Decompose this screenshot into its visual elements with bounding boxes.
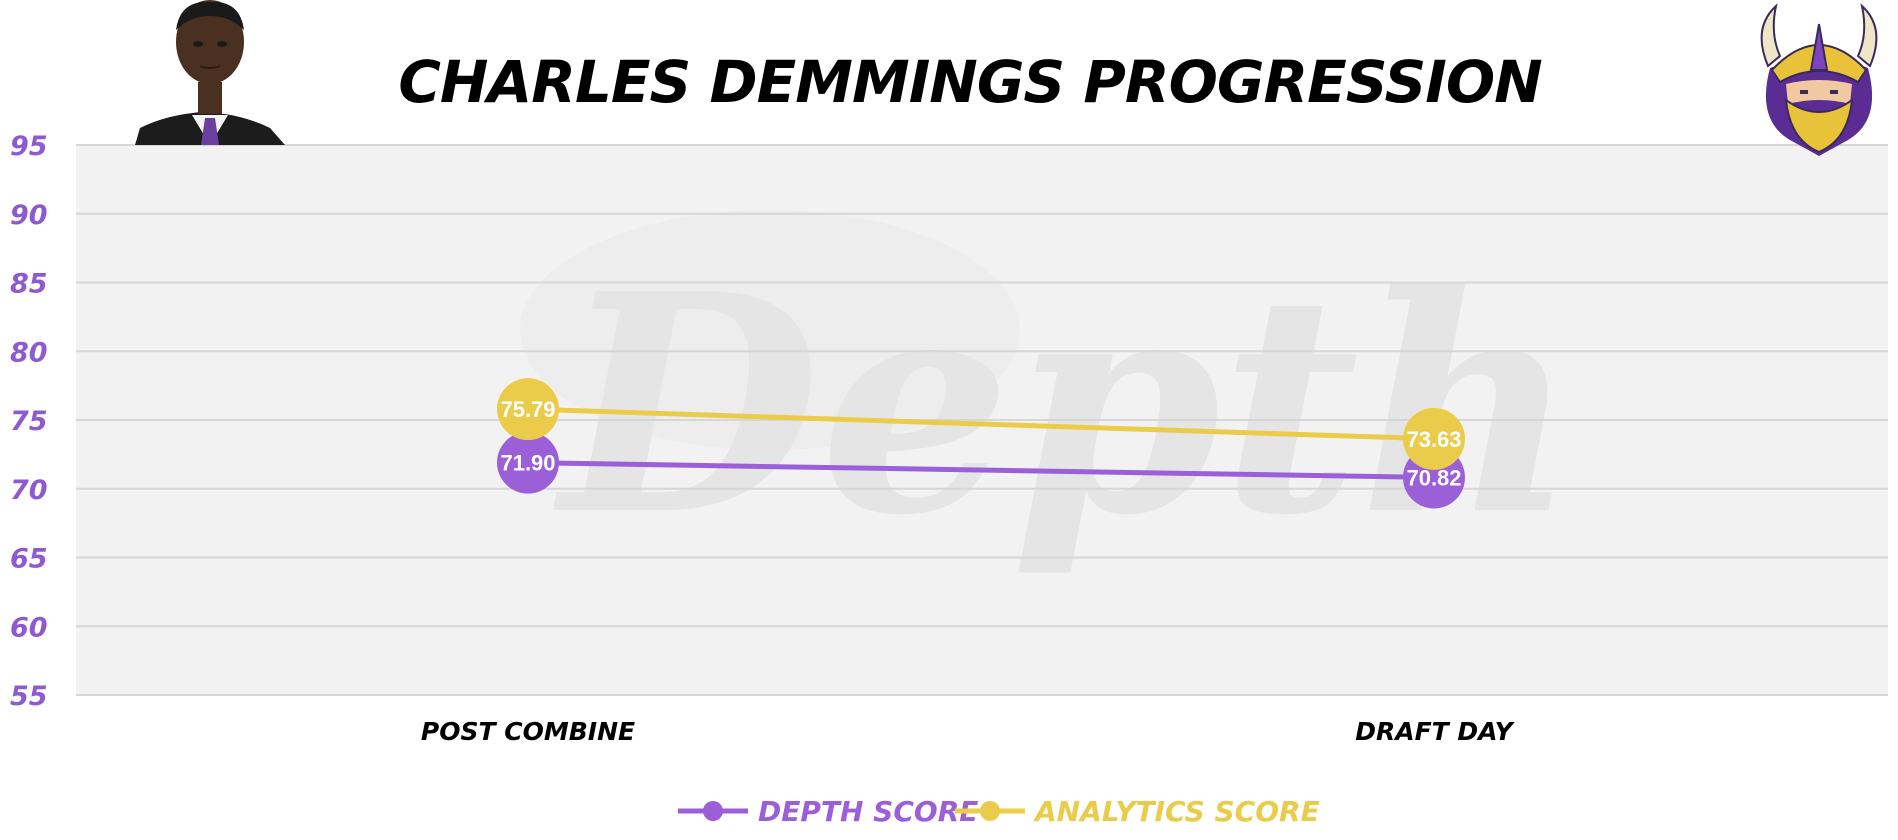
player-photo bbox=[135, 0, 285, 145]
data-point bbox=[497, 431, 559, 494]
y-tick-label: 70 bbox=[10, 475, 48, 506]
data-point bbox=[1403, 407, 1465, 470]
y-tick-label: 60 bbox=[10, 612, 48, 643]
y-tick-label: 95 bbox=[10, 131, 48, 162]
legend-label-depth: DEPTH SCORE bbox=[758, 795, 978, 828]
legend-item-depth: DEPTH SCORE bbox=[678, 795, 978, 828]
legend-item-analytics: ANALYTICS SCORE bbox=[955, 795, 1320, 828]
y-tick-label: 80 bbox=[10, 337, 48, 368]
legend: DEPTH SCORE ANALYTICS SCORE bbox=[678, 795, 1320, 828]
y-tick-label: 75 bbox=[10, 406, 48, 437]
data-point bbox=[497, 378, 559, 441]
data-label: 73.63 bbox=[1406, 427, 1461, 452]
chart-title: CHARLES DEMMINGS PROGRESSION bbox=[398, 48, 1542, 116]
data-label: 71.90 bbox=[500, 451, 555, 476]
svg-text:Depth: Depth bbox=[551, 228, 1578, 581]
legend-label-analytics: ANALYTICS SCORE bbox=[1033, 795, 1320, 828]
y-tick-label: 55 bbox=[10, 681, 48, 712]
x-tick-label: DRAFT DAY bbox=[1355, 717, 1515, 746]
y-tick-label: 85 bbox=[10, 269, 48, 300]
x-tick-label: POST COMBINE bbox=[421, 717, 635, 746]
depth-watermark: Depth bbox=[520, 210, 1577, 581]
grid-lines bbox=[76, 144, 1888, 696]
y-axis: 95 90 85 80 75 70 65 60 55 bbox=[10, 131, 48, 712]
y-tick-label: 90 bbox=[10, 200, 48, 231]
series-line bbox=[525, 406, 1437, 442]
x-axis: POST COMBINE DRAFT DAY bbox=[421, 717, 1516, 746]
series-line bbox=[525, 460, 1437, 480]
viking-logo-icon bbox=[1760, 3, 1878, 156]
y-tick-label: 65 bbox=[10, 544, 48, 575]
data-label: 75.79 bbox=[500, 397, 555, 422]
